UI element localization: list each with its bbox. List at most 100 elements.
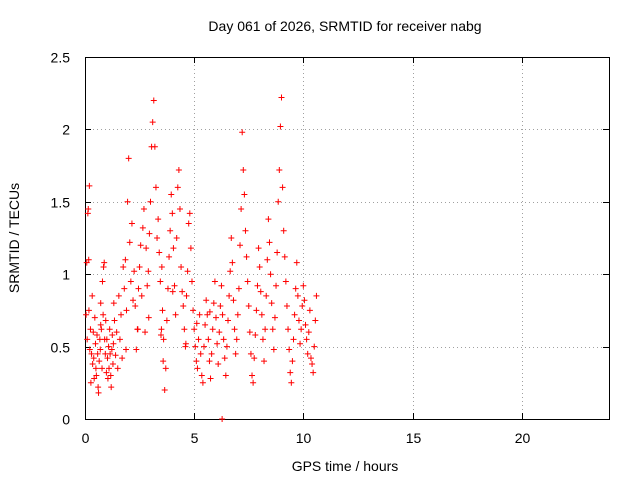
data-point <box>133 346 140 353</box>
data-point <box>115 292 122 299</box>
data-point <box>97 346 104 353</box>
data-point <box>257 288 264 295</box>
data-point <box>140 206 147 213</box>
data-point <box>100 263 107 270</box>
data-point <box>97 321 104 328</box>
data-point <box>241 191 248 198</box>
data-point <box>229 259 236 266</box>
data-point <box>119 355 126 362</box>
data-point <box>263 292 270 299</box>
data-point <box>95 389 102 396</box>
data-point <box>285 326 292 333</box>
data-point <box>158 263 165 270</box>
data-point <box>300 282 307 289</box>
data-point <box>107 372 114 379</box>
data-point <box>87 326 94 333</box>
data-point <box>125 155 132 162</box>
data-point <box>109 360 116 367</box>
data-point <box>288 379 295 386</box>
data-point <box>199 379 206 386</box>
data-point <box>251 355 258 362</box>
x-axis-label: GPS time / hours <box>292 458 399 474</box>
data-point <box>305 329 312 336</box>
data-point <box>181 326 188 333</box>
data-point <box>238 206 245 213</box>
data-point <box>100 311 107 318</box>
data-point <box>195 336 202 343</box>
data-point <box>249 372 256 379</box>
data-point <box>85 256 92 263</box>
data-point <box>197 350 204 357</box>
data-point <box>166 253 173 260</box>
data-point <box>107 350 114 357</box>
data-point <box>132 303 139 310</box>
data-point <box>216 329 223 336</box>
data-point <box>101 259 108 266</box>
data-point <box>108 346 115 353</box>
data-point <box>131 268 138 275</box>
data-point <box>112 352 119 359</box>
data-point <box>275 198 282 205</box>
data-point <box>215 360 222 367</box>
data-point <box>185 220 192 227</box>
data-point <box>130 297 137 304</box>
data-point <box>180 303 187 310</box>
x-tick-label: 15 <box>406 430 422 446</box>
x-tick-label: 20 <box>515 430 531 446</box>
data-point <box>85 307 92 314</box>
data-point <box>87 379 94 386</box>
data-point <box>261 358 268 365</box>
data-point <box>206 308 213 315</box>
data-point <box>234 311 241 318</box>
data-point <box>290 336 297 343</box>
data-point <box>135 285 142 292</box>
data-point <box>293 259 300 266</box>
data-point <box>124 198 131 205</box>
data-point <box>306 307 313 314</box>
data-point <box>280 227 287 234</box>
data-point <box>155 216 162 223</box>
data-point <box>312 317 319 324</box>
y-tick-label: 2 <box>62 122 70 138</box>
data-point <box>126 239 133 246</box>
data-point <box>214 340 221 347</box>
data-point <box>279 184 286 191</box>
data-point <box>202 321 209 328</box>
data-point <box>282 278 289 285</box>
data-point <box>254 282 261 289</box>
data-point <box>219 416 226 422</box>
data-point <box>108 384 115 391</box>
data-point <box>171 282 178 289</box>
data-point <box>142 329 149 336</box>
data-point <box>203 297 210 304</box>
data-point <box>227 268 234 275</box>
data-point <box>298 326 305 333</box>
data-point <box>144 282 151 289</box>
data-point <box>178 263 185 270</box>
data-point <box>311 343 318 350</box>
data-point <box>268 300 275 307</box>
data-point <box>193 320 200 327</box>
data-point <box>193 358 200 365</box>
data-point <box>200 343 207 350</box>
data-point <box>96 358 103 365</box>
data-point <box>233 336 240 343</box>
data-point <box>157 278 164 285</box>
data-point <box>92 365 99 372</box>
data-point <box>266 239 273 246</box>
data-point <box>250 379 257 386</box>
data-point <box>226 292 233 299</box>
data-point <box>198 372 205 379</box>
data-point <box>211 278 218 285</box>
data-point <box>157 332 164 339</box>
data-point <box>303 336 310 343</box>
data-point <box>188 278 195 285</box>
data-point <box>232 350 239 357</box>
data-point <box>161 387 168 394</box>
data-point <box>273 282 280 289</box>
data-point <box>106 326 113 333</box>
data-point <box>86 346 93 353</box>
y-tick-label: 0 <box>62 412 70 428</box>
data-point <box>237 242 244 249</box>
